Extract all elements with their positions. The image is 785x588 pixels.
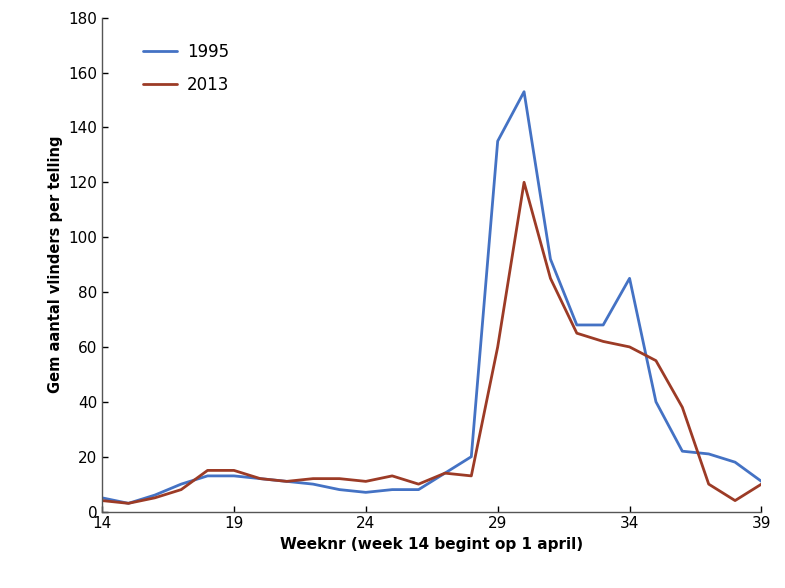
2013 xyxy=(229,467,239,474)
2013 xyxy=(520,179,529,186)
1995 xyxy=(598,322,608,329)
X-axis label: Weeknr (week 14 begint op 1 april): Weeknr (week 14 begint op 1 april) xyxy=(280,537,583,552)
1995 xyxy=(177,480,186,487)
1995 xyxy=(546,256,555,263)
2013 xyxy=(334,475,344,482)
1995 xyxy=(730,459,739,466)
2013 xyxy=(256,475,265,482)
2013 xyxy=(282,478,291,485)
1995 xyxy=(414,486,423,493)
2013 xyxy=(97,497,107,504)
1995 xyxy=(466,453,476,460)
2013 xyxy=(546,275,555,282)
1995 xyxy=(150,492,159,499)
1995 xyxy=(361,489,371,496)
Legend: 1995, 2013: 1995, 2013 xyxy=(137,36,236,100)
2013 xyxy=(203,467,212,474)
2013 xyxy=(124,500,133,507)
1995 xyxy=(203,472,212,479)
1995 xyxy=(97,495,107,502)
1995 xyxy=(124,500,133,507)
1995 xyxy=(334,486,344,493)
2013 xyxy=(177,486,186,493)
Y-axis label: Gem aantal vlinders per telling: Gem aantal vlinders per telling xyxy=(48,136,63,393)
2013 xyxy=(388,472,397,479)
1995 xyxy=(704,450,714,457)
2013 xyxy=(625,343,634,350)
2013 xyxy=(677,404,687,411)
1995 xyxy=(229,472,239,479)
Line: 1995: 1995 xyxy=(102,92,761,503)
1995 xyxy=(677,447,687,455)
2013 xyxy=(150,495,159,502)
2013 xyxy=(361,478,371,485)
1995 xyxy=(625,275,634,282)
2013 xyxy=(309,475,318,482)
2013 xyxy=(414,480,423,487)
1995 xyxy=(757,478,766,485)
2013 xyxy=(730,497,739,504)
2013 xyxy=(598,338,608,345)
2013 xyxy=(704,480,714,487)
Line: 2013: 2013 xyxy=(102,182,761,503)
2013 xyxy=(466,472,476,479)
1995 xyxy=(388,486,397,493)
1995 xyxy=(256,475,265,482)
1995 xyxy=(520,88,529,95)
2013 xyxy=(440,470,450,477)
2013 xyxy=(572,330,582,337)
2013 xyxy=(757,480,766,487)
1995 xyxy=(572,322,582,329)
2013 xyxy=(652,357,661,364)
1995 xyxy=(493,138,502,145)
1995 xyxy=(309,480,318,487)
2013 xyxy=(493,343,502,350)
1995 xyxy=(282,478,291,485)
1995 xyxy=(652,398,661,405)
1995 xyxy=(440,470,450,477)
